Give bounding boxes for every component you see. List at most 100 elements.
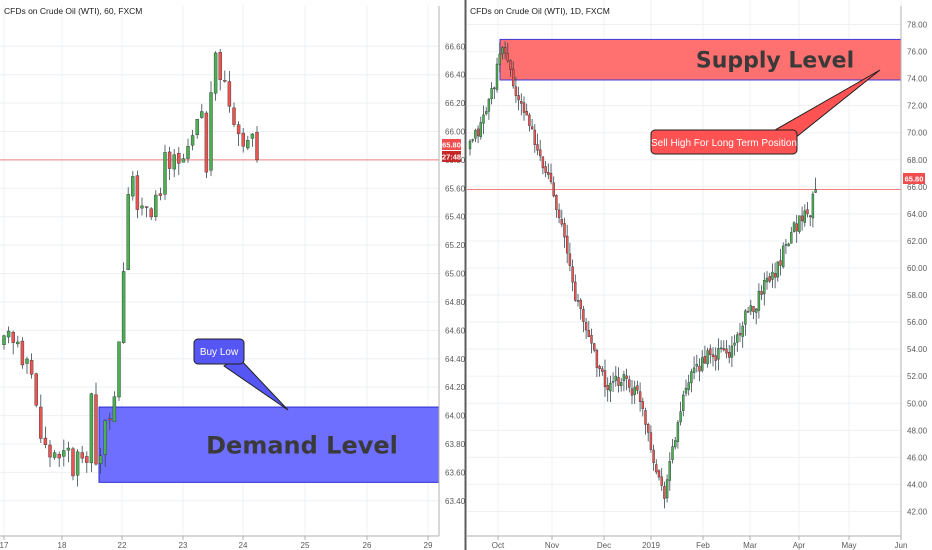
candle-body: [625, 375, 628, 379]
candle-body: [660, 476, 663, 486]
candle-body: [131, 176, 135, 197]
candle-body: [714, 355, 717, 361]
candle-body: [809, 215, 812, 218]
buy-low-callout[interactable]: [193, 338, 245, 365]
candle-body: [476, 128, 480, 137]
y-tick-label: 63.80: [445, 440, 466, 449]
candle-body: [674, 440, 677, 448]
y-tick-label: 64.00: [445, 412, 466, 421]
candle-body: [544, 166, 547, 173]
demand-zone: [98, 406, 440, 483]
y-tick-label: 70.00: [907, 129, 928, 138]
y-tick-label: 66.60: [445, 42, 466, 51]
candle-body: [628, 379, 631, 388]
candle-body: [760, 291, 763, 295]
candle-body: [701, 357, 704, 371]
candle-body: [80, 452, 84, 459]
x-tick-label: 23: [179, 541, 188, 550]
candle-body: [811, 193, 815, 219]
candle-body: [479, 122, 482, 138]
y-tick-label: 72.00: [907, 102, 928, 111]
y-tick-label: 64.60: [445, 326, 466, 335]
candle-body: [186, 146, 190, 159]
candle-body: [763, 280, 766, 295]
candle-body: [108, 418, 112, 421]
candle-body: [582, 309, 585, 322]
y-tick-label: 65.60: [445, 184, 466, 193]
candle-body: [566, 235, 569, 254]
candle-body: [722, 348, 725, 351]
candle-body: [776, 261, 779, 278]
x-tick-label: Jun: [895, 541, 908, 550]
candle-body: [468, 140, 472, 150]
candle-body: [717, 348, 720, 360]
y-tick-label: 54.00: [907, 345, 928, 354]
candle-body: [560, 219, 563, 225]
y-tick-label: 66.40: [445, 71, 466, 80]
candle-body: [547, 171, 550, 175]
y-tick-label: 66.00: [445, 128, 466, 137]
x-tick-label: 24: [239, 541, 248, 550]
x-tick-label: Apr: [793, 541, 806, 550]
candle-body: [595, 350, 599, 368]
candle-body: [29, 360, 34, 375]
x-tick-label: Dec: [597, 541, 611, 550]
x-tick-label: 18: [58, 541, 67, 550]
candle-body: [509, 60, 512, 71]
candle-body: [539, 149, 542, 157]
candle-body: [725, 348, 728, 354]
candle-body: [227, 81, 232, 107]
candle-body: [698, 365, 701, 372]
candle-body: [490, 88, 493, 99]
right-candles: [468, 41, 817, 509]
candle-body: [663, 486, 666, 499]
candle-body: [232, 107, 236, 125]
candle-body: [806, 209, 809, 215]
candle-body: [773, 273, 777, 278]
candle-body: [557, 209, 561, 219]
y-tick-label: 46.00: [907, 453, 928, 462]
candle-body: [728, 352, 731, 358]
y-tick-label: 64.40: [445, 355, 466, 364]
candle-body: [630, 388, 634, 396]
candle-body: [649, 432, 653, 450]
y-tick-label: 64.00: [907, 210, 928, 219]
candle-body: [638, 391, 642, 402]
candle-body: [668, 461, 671, 481]
candle-body: [85, 456, 89, 463]
candle-body: [771, 271, 774, 280]
candle-body: [246, 140, 250, 149]
y-tick-label: 78.00: [907, 21, 928, 30]
candle-body: [57, 454, 61, 459]
candle-body: [606, 385, 609, 391]
candle-body: [682, 394, 685, 411]
candle-body: [730, 345, 734, 358]
candle-body: [690, 371, 693, 384]
buy-low-callout-text: Buy Low: [200, 347, 239, 358]
y-tick-label: 52.00: [907, 372, 928, 381]
candle-body: [62, 450, 66, 457]
candle-body: [584, 322, 588, 331]
y-tick-label: 64.20: [445, 383, 466, 392]
candle-body: [471, 139, 474, 141]
candle-body: [733, 342, 736, 346]
candle-body: [241, 132, 245, 147]
candle-body: [52, 452, 57, 458]
candle-body: [528, 114, 531, 126]
y-tick-label: 60.00: [907, 264, 928, 273]
candle-body: [43, 437, 48, 445]
sell-high-callout[interactable]: [650, 129, 798, 155]
candle-body: [709, 348, 712, 355]
candle-body: [746, 311, 750, 313]
candle-body: [590, 335, 593, 344]
y-tick-label: 65.00: [445, 270, 466, 279]
y-tick-label: 56.00: [907, 318, 928, 327]
candle-body: [163, 152, 167, 195]
candle-body: [676, 422, 680, 442]
left-countdown-badge-text: 27:48: [442, 153, 461, 162]
y-tick-label: 76.00: [907, 48, 928, 57]
candle-body: [103, 420, 107, 455]
candle-body: [218, 51, 222, 80]
candle-body: [555, 194, 558, 211]
